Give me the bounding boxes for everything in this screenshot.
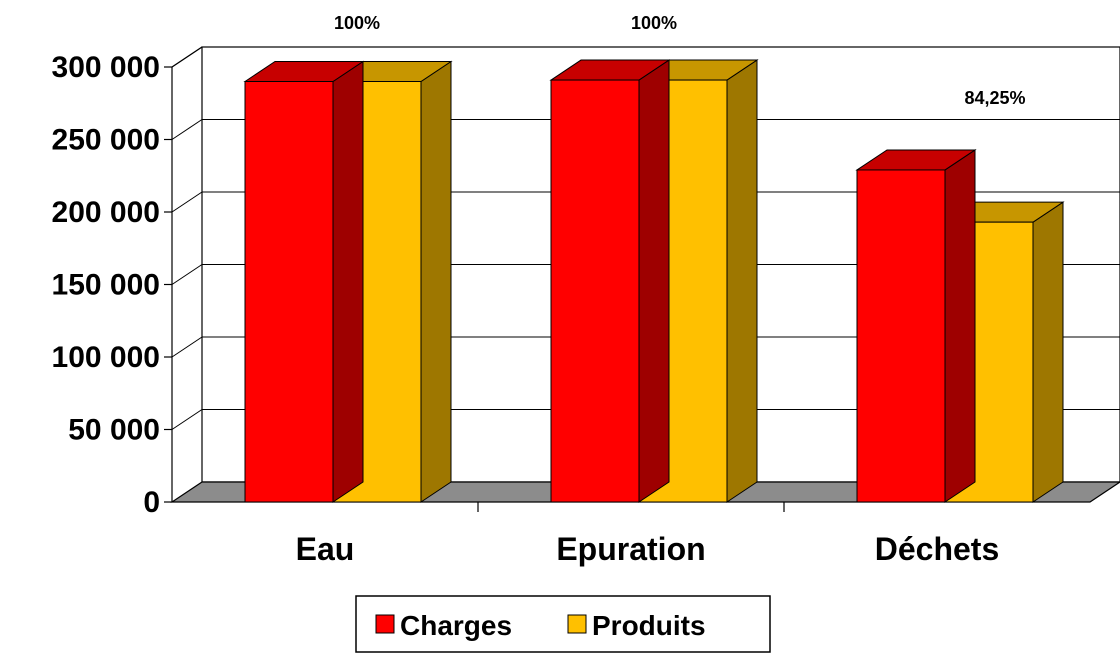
gridline-side	[171, 264, 203, 285]
gridline-side	[171, 336, 203, 358]
percentage-annotation: 100%	[334, 13, 380, 33]
y-axis	[164, 46, 203, 503]
legend-swatch	[375, 614, 395, 634]
x-tick-label: Déchets	[875, 531, 1000, 567]
y-tick-labels: 0 50 000 100 000 150 000 200 000 250 000 300 0…	[52, 51, 160, 519]
x-tick-label: Eau	[296, 531, 355, 567]
side-wall-top	[171, 46, 203, 68]
gridline-side	[171, 119, 203, 140]
percentage-annotation: 100%	[631, 13, 677, 33]
y-tick-label: 0	[143, 486, 160, 519]
x-tick-labels: Eau Epuration Déchets	[296, 502, 1000, 567]
legend-swatch	[567, 614, 587, 634]
y-tick-label: 50 000	[68, 414, 160, 447]
y-tick-label: 150 000	[52, 269, 160, 302]
gridline-side	[171, 409, 203, 430]
x-tick-label: Epuration	[556, 531, 705, 567]
percentage-annotations: 100% 100% 84,25%	[334, 13, 1026, 108]
y-tick-label: 250 000	[52, 124, 160, 157]
legend-label: Produits	[592, 610, 706, 641]
bar-charges-0	[243, 60, 365, 503]
percentage-annotation: 84,25%	[964, 88, 1025, 108]
bar-charges-1	[549, 59, 671, 503]
y-tick-label: 300 000	[52, 51, 160, 84]
gridline-side	[171, 191, 203, 213]
y-tick-label: 200 000	[52, 196, 160, 229]
legend-box	[355, 595, 771, 653]
bar-charges-2	[855, 149, 977, 503]
y-tick-label: 100 000	[52, 341, 160, 374]
bars	[243, 59, 1065, 503]
legend: Charges Produits	[355, 595, 771, 653]
legend-label: Charges	[400, 610, 512, 641]
